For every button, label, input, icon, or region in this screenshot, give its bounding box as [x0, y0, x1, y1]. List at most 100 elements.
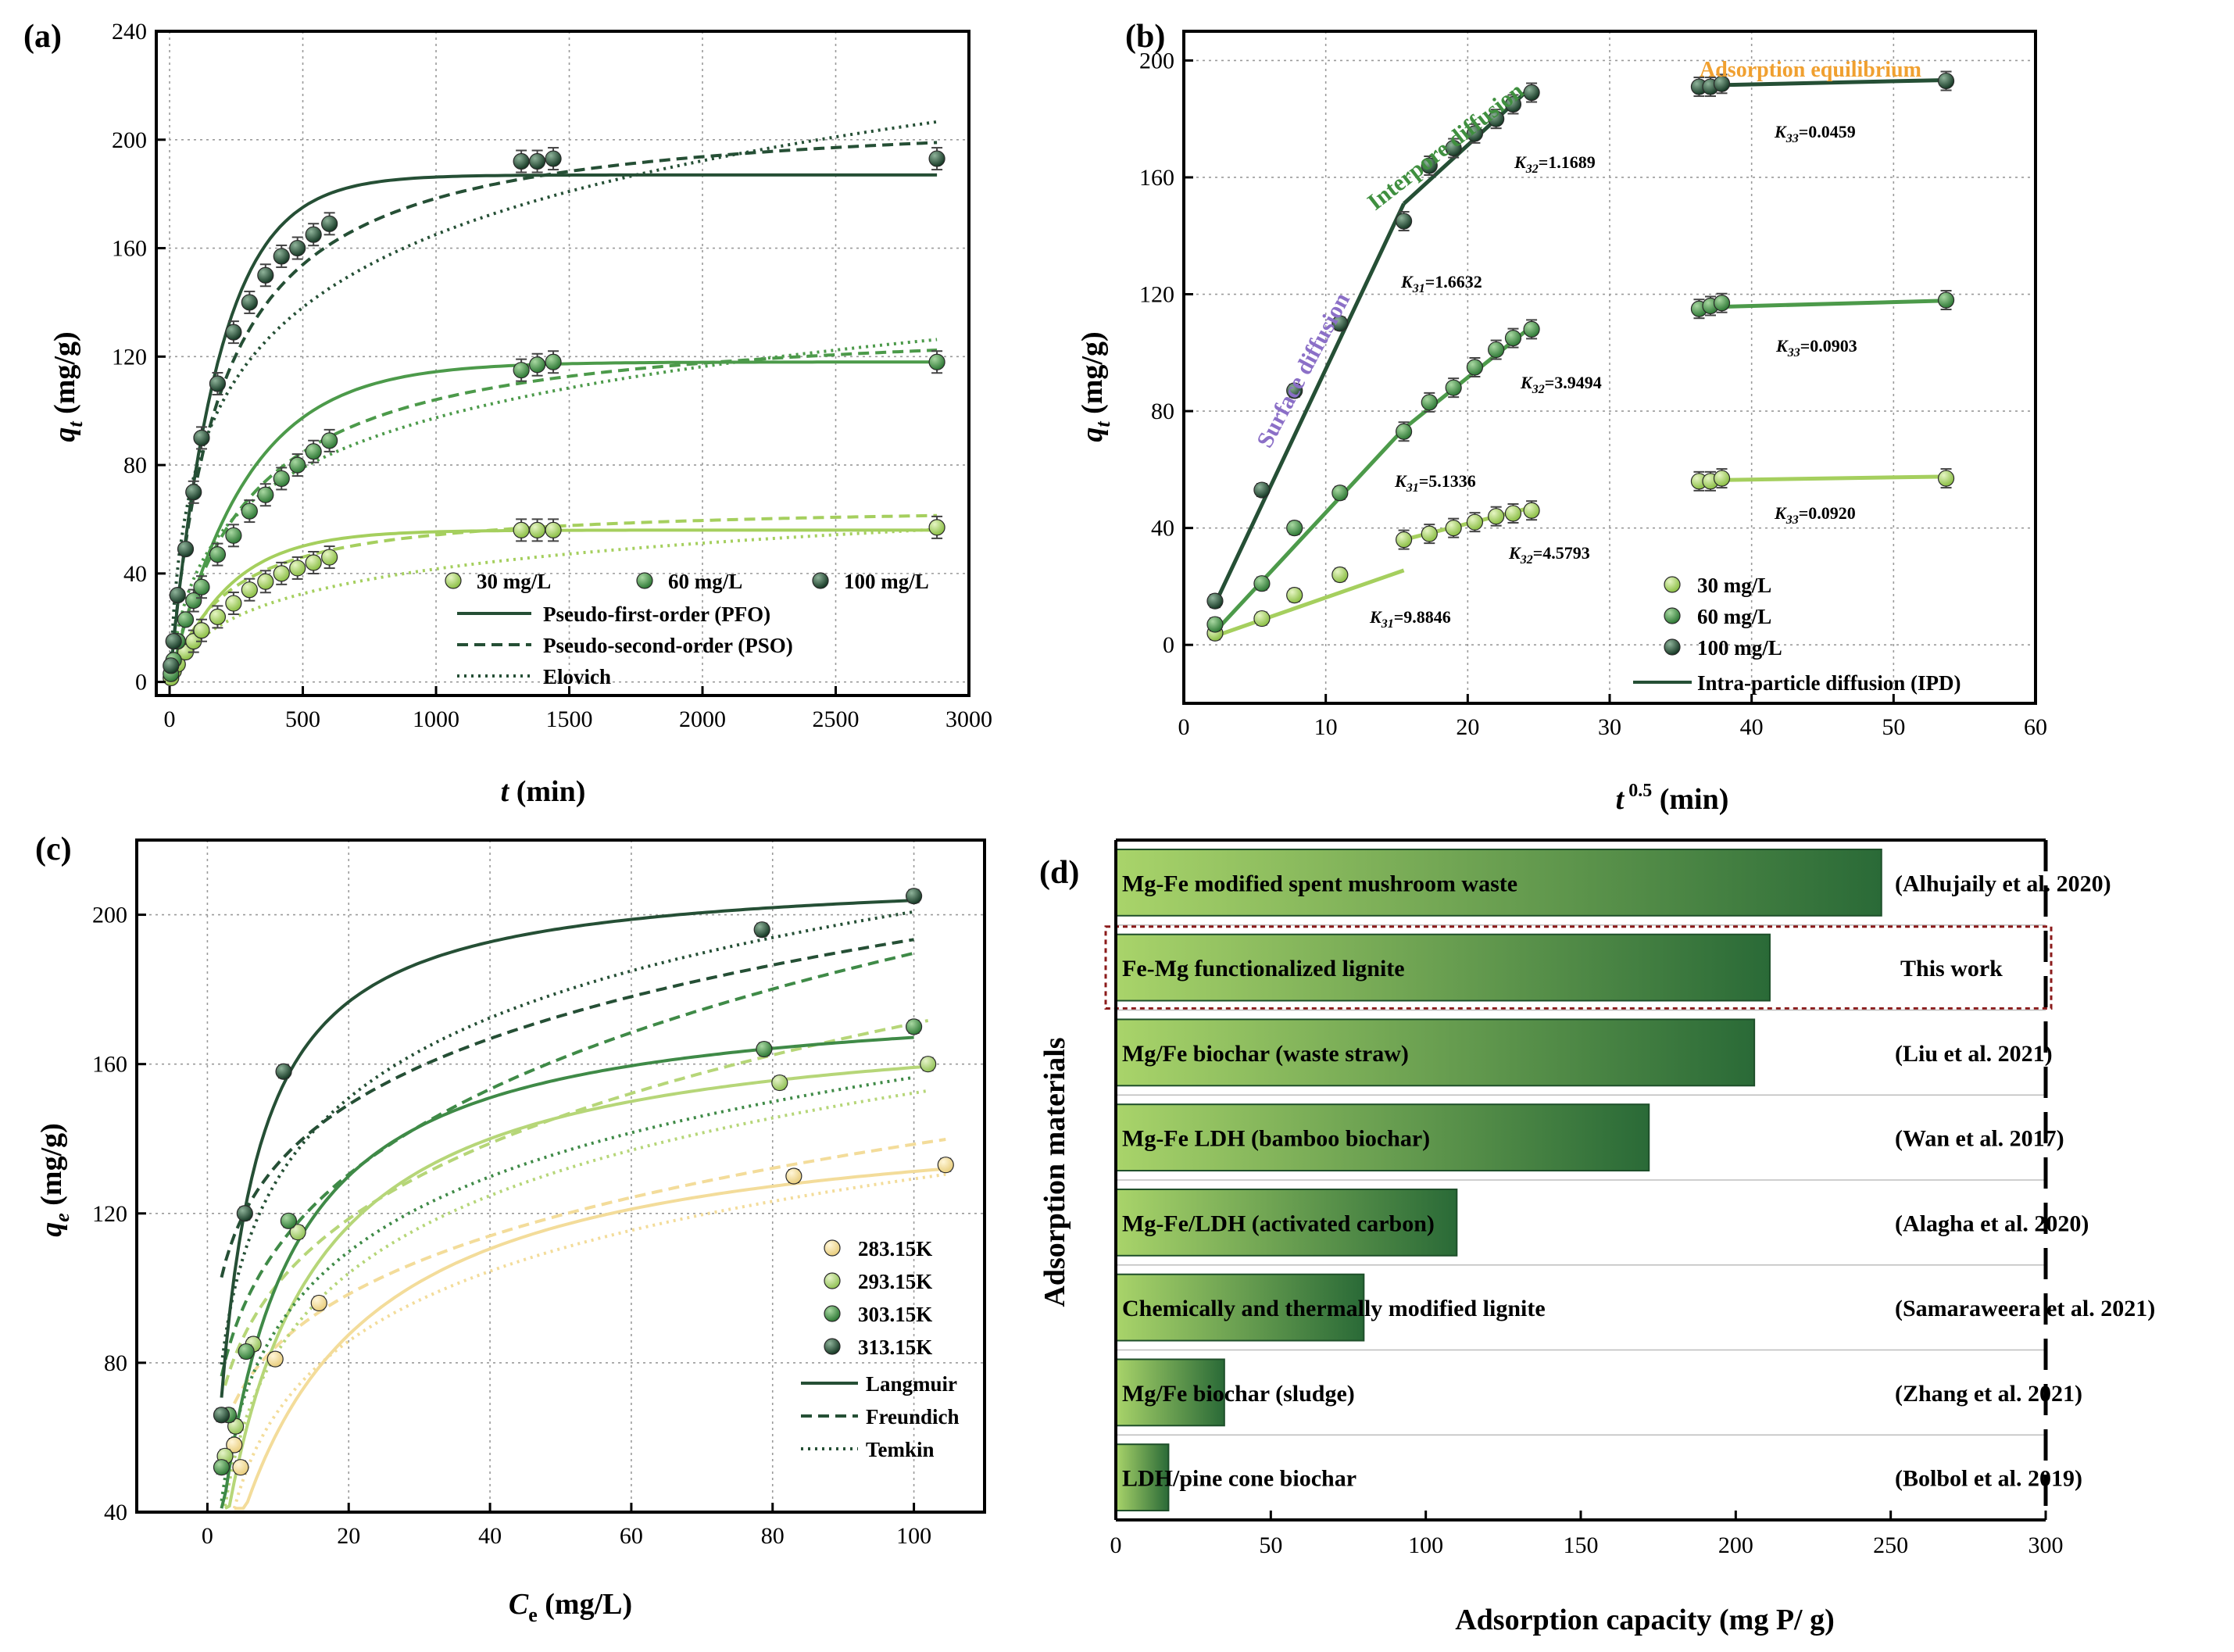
panel-c-ytick-label: 40 — [104, 1500, 127, 1525]
panel-c-ylabel: qe (mg/g) — [35, 1123, 73, 1237]
point-b-0 — [1286, 587, 1303, 604]
panel-a-ytick-label: 80 — [123, 452, 147, 478]
point-c-2 — [280, 1212, 297, 1229]
point-b-2 — [1466, 125, 1484, 142]
bar-label-4: Mg-Fe/LDH (activated carbon) — [1122, 1210, 1435, 1236]
panel-a-xtick-label: 1000 — [413, 706, 459, 732]
legend-c-marker-2 — [824, 1305, 841, 1322]
ipd-fit-segment — [1699, 299, 1946, 309]
interpore-diffusion-label: Interpore diffusion — [1363, 77, 1529, 215]
panel-c-ytick-label: 120 — [92, 1201, 127, 1227]
elovich-curve-60mgL — [168, 338, 938, 682]
panel-d-label: (d) — [1039, 855, 1079, 891]
panel-b-ytick-label: 40 — [1151, 516, 1174, 542]
k31-30-label: K31=9.8846 — [1369, 607, 1451, 631]
bar-6 — [1115, 1358, 1225, 1427]
point-a-0 — [225, 595, 242, 612]
point-c-2 — [905, 1018, 923, 1035]
point-b-0 — [1331, 566, 1349, 584]
point-c-3 — [905, 888, 923, 905]
elovich-curve-30mgL — [168, 527, 938, 683]
panel-c-xtick-label: 40 — [478, 1523, 502, 1549]
panel-a-legend: 30 mg/L 60 mg/L 100 mg/L Pseudo-first-order… — [445, 570, 929, 688]
k33-100-label: K33=0.0459 — [1774, 122, 1856, 145]
panel-b-label: (b) — [1125, 19, 1165, 55]
point-c-0 — [937, 1157, 954, 1174]
panel-b-ylabel: qt (mg/g) — [1076, 331, 1114, 442]
point-a-1 — [209, 545, 227, 563]
point-a-0 — [545, 521, 562, 538]
point-b-1 — [1253, 575, 1271, 592]
panel-c-isotherms: (c) 0 20 40 60 80 100 40 80 120 160 200 283.15K 293… — [35, 831, 986, 1626]
point-a-0 — [321, 549, 338, 566]
point-a-0 — [305, 554, 322, 571]
panel-c-xtick-label: 60 — [620, 1523, 643, 1549]
point-b-1 — [1395, 423, 1413, 440]
bar-label-1: Fe-Mg functionalized lignite — [1122, 956, 1405, 982]
panel-d-xtick-label: 100 — [1408, 1532, 1443, 1558]
point-a-0 — [273, 565, 290, 582]
point-c-0 — [226, 1436, 243, 1454]
point-c-1 — [289, 1224, 306, 1241]
ipd-fit-segment — [1699, 474, 1946, 483]
point-b-1 — [1937, 291, 1955, 309]
panel-c-xtick-label: 80 — [761, 1523, 785, 1549]
k33-60-label: K33=0.0903 — [1775, 336, 1857, 359]
point-b-1 — [1286, 520, 1303, 537]
legend-b-series-label: 60 mg/L — [1697, 605, 1771, 628]
bar-1 — [1115, 933, 1771, 1002]
point-b-0 — [1488, 508, 1505, 525]
panel-c-xlabel: Ce (mg/L) — [509, 1588, 632, 1626]
point-a-0 — [193, 622, 210, 639]
panel-c-ytick-label: 160 — [92, 1052, 127, 1078]
panel-c-frame — [135, 839, 986, 1514]
point-a-2 — [209, 375, 227, 392]
ipd-fit-segment — [1214, 568, 1405, 638]
panel-a-ytick-label: 240 — [112, 19, 147, 45]
freundlich-curve-0 — [233, 1138, 946, 1405]
point-b-1 — [1421, 394, 1438, 411]
panel-b-ytick-label: 120 — [1139, 282, 1174, 308]
panel-b-xlabel: t 0.5 (min) — [1616, 781, 1729, 816]
point-b-0 — [1445, 520, 1462, 537]
k31-60-label: K31=5.1336 — [1394, 471, 1476, 495]
point-a-0 — [289, 560, 306, 577]
legend-b-marker-0 — [1664, 576, 1681, 593]
panel-a-ytick-label: 0 — [135, 670, 147, 695]
panel-d-xlabel: Adsorption capacity (mg P/ g) — [1455, 1604, 1835, 1636]
point-b-1 — [1331, 485, 1349, 502]
panel-c-model-curves — [220, 899, 946, 1511]
panel-a-xtick-label: 1500 — [546, 706, 593, 732]
panel-a-kinetics: (a) 0 500 1000 1500 2000 2500 3000 0 40 80 120 160 2… — [23, 19, 992, 808]
point-a-1 — [529, 356, 546, 374]
legend-b-series-label: 30 mg/L — [1697, 574, 1771, 597]
bar-reference-2: (Liu et al. 2021) — [1895, 1041, 2053, 1067]
point-b-2 — [1206, 592, 1224, 610]
point-c-3 — [275, 1063, 292, 1080]
point-a-2 — [305, 226, 322, 243]
legend-c-model-label: Freundich — [866, 1405, 960, 1429]
panel-d-xtick-label: 200 — [1718, 1532, 1753, 1558]
legend-a-marker-2 — [812, 572, 829, 589]
point-a-1 — [257, 486, 274, 503]
panel-b-xtick-label: 50 — [1882, 714, 1905, 740]
panel-a-ytick-label: 120 — [112, 344, 147, 370]
panel-b-legend: 30 mg/L 60 mg/L 100 mg/L Intra-particle dif… — [1633, 574, 1961, 695]
point-b-0 — [1421, 525, 1438, 542]
panel-d-xtick-label: 250 — [1873, 1532, 1908, 1558]
bar-label-2: Mg/Fe biochar (waste straw) — [1122, 1041, 1409, 1067]
point-a-1 — [185, 592, 202, 610]
panel-a-ytick-label: 40 — [123, 561, 147, 587]
elovich-curve-100mgL — [168, 120, 938, 682]
k31-100-label: K31=1.6632 — [1400, 272, 1482, 295]
langmuir-curve-2 — [220, 1035, 914, 1509]
panel-d-bars: Mg-Fe modified spent mushroom waste (Alhu… — [1104, 848, 2155, 1512]
panel-d-ylabel: Adsorption materials — [1038, 1037, 1071, 1307]
point-c-2 — [238, 1343, 255, 1361]
legend-c-series-label: 303.15K — [858, 1303, 932, 1326]
panel-a-xtick-label: 0 — [164, 706, 176, 732]
point-a-2 — [289, 239, 306, 257]
legend-b-series-label: 100 mg/L — [1697, 636, 1782, 660]
panel-a-xtick-label: 500 — [285, 706, 320, 732]
